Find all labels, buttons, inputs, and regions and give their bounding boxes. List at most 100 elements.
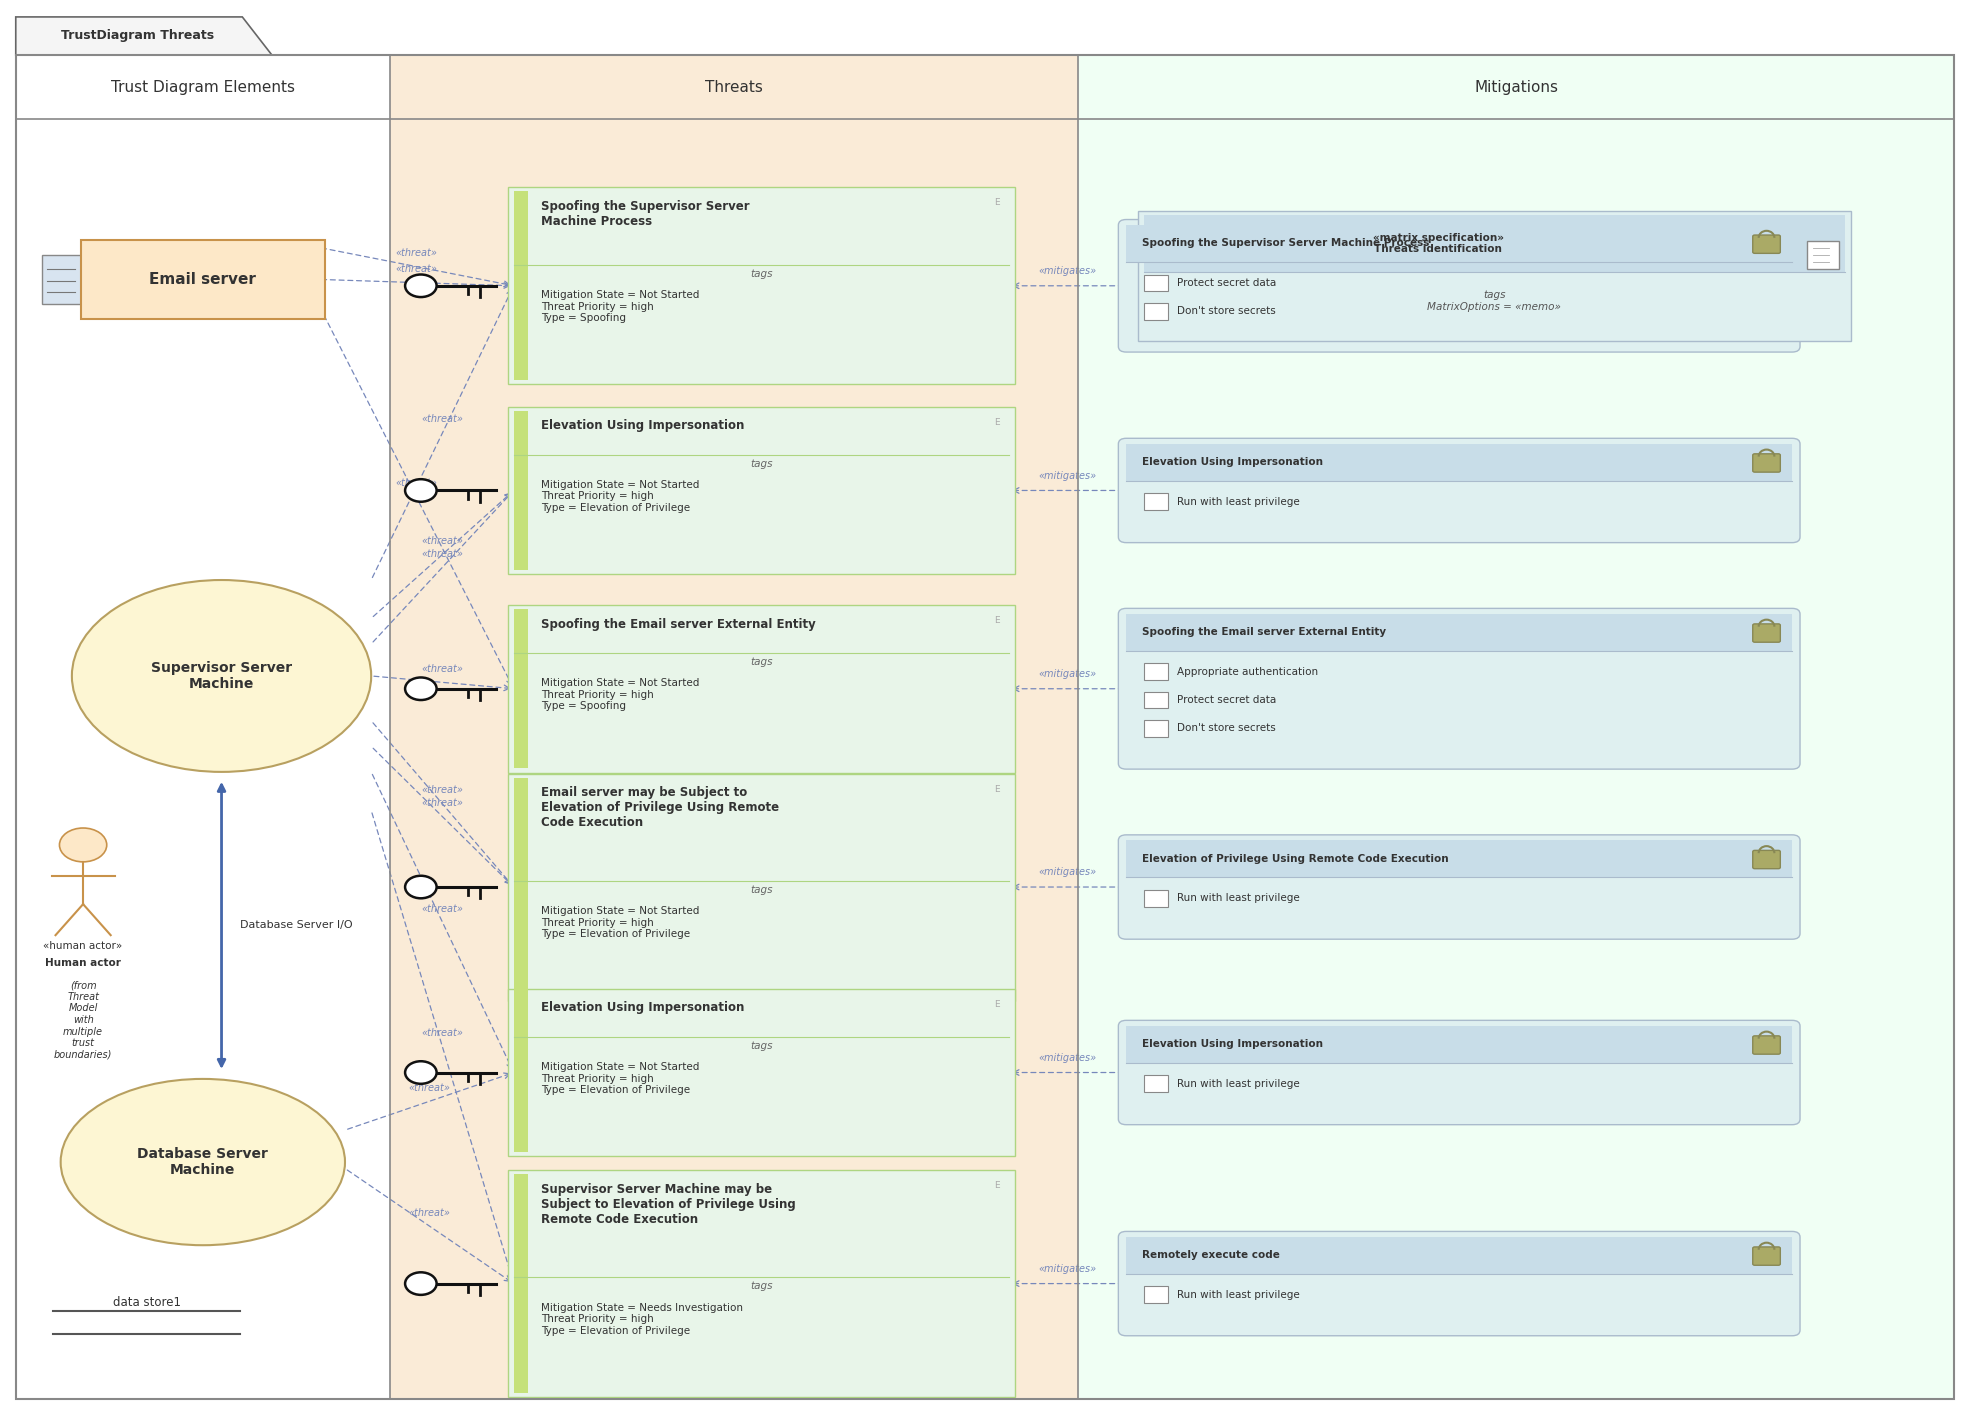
Text: «threat»: «threat» [408,1083,451,1093]
Text: «threat»: «threat» [396,478,437,488]
Text: Database Server
Machine: Database Server Machine [138,1146,268,1177]
Text: Run with least privilege: Run with least privilege [1178,1290,1300,1300]
Ellipse shape [61,1079,345,1245]
FancyBboxPatch shape [508,1170,1015,1397]
Text: Run with least privilege: Run with least privilege [1178,894,1300,904]
Text: Mitigation State = Not Started
Threat Priority = high
Type = Elevation of Privil: Mitigation State = Not Started Threat Pr… [542,1062,699,1096]
FancyBboxPatch shape [1145,275,1168,292]
FancyBboxPatch shape [81,240,325,319]
Text: E: E [993,1000,999,1010]
Text: Mitigation State = Not Started
Threat Priority = high
Type = Elevation of Privil: Mitigation State = Not Started Threat Pr… [542,479,699,513]
Text: «threat»: «threat» [422,785,463,795]
Text: «matrix specification»
Threats identification: «matrix specification» Threats identific… [1373,233,1503,254]
Circle shape [406,876,437,898]
FancyBboxPatch shape [16,55,390,1399]
Text: Appropriate authentication: Appropriate authentication [1178,667,1318,677]
Text: E: E [993,417,999,427]
Text: Mitigation State = Not Started
Threat Priority = high
Type = Elevation of Privil: Mitigation State = Not Started Threat Pr… [542,907,699,939]
FancyBboxPatch shape [1119,439,1801,543]
Text: Elevation Using Impersonation: Elevation Using Impersonation [1143,457,1324,467]
Text: Mitigation State = Needs Investigation
Threat Priority = high
Type = Elevation o: Mitigation State = Needs Investigation T… [542,1303,743,1335]
Text: «threat»: «threat» [422,664,463,674]
FancyBboxPatch shape [1753,850,1781,869]
Circle shape [406,479,437,502]
Text: Elevation Using Impersonation: Elevation Using Impersonation [1143,1039,1324,1049]
Text: «threat»: «threat» [396,264,437,274]
Text: Elevation Using Impersonation: Elevation Using Impersonation [542,419,745,433]
FancyBboxPatch shape [390,55,1078,1399]
Text: «threat»: «threat» [422,548,463,558]
FancyBboxPatch shape [1119,1231,1801,1335]
Text: Supervisor Server Machine may be
Subject to Elevation of Privilege Using
Remote : Supervisor Server Machine may be Subject… [542,1183,796,1225]
Text: tags: tags [751,885,772,895]
FancyBboxPatch shape [514,993,528,1152]
FancyBboxPatch shape [1145,303,1168,320]
FancyBboxPatch shape [1145,216,1844,272]
FancyBboxPatch shape [1753,623,1781,642]
FancyBboxPatch shape [1139,212,1850,341]
FancyBboxPatch shape [514,778,528,997]
Text: Don't store secrets: Don't store secrets [1178,306,1277,316]
Text: «threat»: «threat» [422,904,463,914]
FancyBboxPatch shape [514,410,528,570]
Text: TrustDiagram Threats: TrustDiagram Threats [61,28,215,42]
Circle shape [406,275,437,298]
Text: Remotely execute code: Remotely execute code [1143,1251,1280,1261]
FancyBboxPatch shape [1119,608,1801,768]
FancyBboxPatch shape [1119,1021,1801,1125]
Text: «mitigates»: «mitigates» [1038,668,1097,678]
Text: Mitigation State = Not Started
Threat Priority = high
Type = Spoofing: Mitigation State = Not Started Threat Pr… [542,290,699,323]
Text: Spoofing the Supervisor Server
Machine Process: Spoofing the Supervisor Server Machine P… [542,200,751,228]
FancyBboxPatch shape [1127,444,1793,481]
Text: tags: tags [751,1041,772,1050]
FancyBboxPatch shape [508,605,1015,773]
Circle shape [406,677,437,699]
Text: Email server may be Subject to
Elevation of Privilege Using Remote
Code Executio: Email server may be Subject to Elevation… [542,787,780,829]
Text: Supervisor Server
Machine: Supervisor Server Machine [152,661,292,691]
FancyBboxPatch shape [1145,1286,1168,1303]
Text: Elevation of Privilege Using Remote Code Execution: Elevation of Privilege Using Remote Code… [1143,854,1448,864]
Text: Mitigations: Mitigations [1474,80,1558,94]
Text: Human actor: Human actor [45,957,120,967]
FancyBboxPatch shape [1119,835,1801,939]
FancyBboxPatch shape [1806,241,1838,269]
Text: Spoofing the Supervisor Server Machine Process: Spoofing the Supervisor Server Machine P… [1143,238,1430,248]
Text: tags: tags [751,458,772,468]
FancyBboxPatch shape [508,988,1015,1156]
FancyBboxPatch shape [41,255,81,305]
FancyBboxPatch shape [1145,1076,1168,1093]
Text: E: E [993,785,999,794]
Text: «threat»: «threat» [396,248,437,258]
Text: Trust Diagram Elements: Trust Diagram Elements [110,80,296,94]
FancyBboxPatch shape [1145,493,1168,510]
Text: Protect secret data: Protect secret data [1178,695,1277,705]
FancyBboxPatch shape [1127,1026,1793,1063]
FancyBboxPatch shape [514,1175,528,1393]
FancyBboxPatch shape [1145,691,1168,708]
Text: E: E [993,199,999,207]
FancyBboxPatch shape [514,609,528,768]
Text: «mitigates»: «mitigates» [1038,266,1097,276]
Polygon shape [16,17,272,55]
FancyBboxPatch shape [1753,1036,1781,1055]
Text: «mitigates»: «mitigates» [1038,1053,1097,1063]
Text: Threats: Threats [705,80,762,94]
FancyBboxPatch shape [1753,235,1781,254]
FancyBboxPatch shape [508,406,1015,574]
Ellipse shape [71,580,370,771]
FancyBboxPatch shape [514,192,528,381]
FancyBboxPatch shape [508,188,1015,385]
FancyBboxPatch shape [1119,220,1801,352]
Text: «threat»: «threat» [422,798,463,808]
Text: E: E [993,1182,999,1190]
Text: Elevation Using Impersonation: Elevation Using Impersonation [542,1001,745,1014]
Circle shape [406,1272,437,1294]
Text: «mitigates»: «mitigates» [1038,867,1097,877]
Text: data store1: data store1 [112,1296,181,1308]
Text: tags
MatrixOptions = «memo»: tags MatrixOptions = «memo» [1428,290,1560,312]
Text: tags: tags [751,1282,772,1292]
Text: Spoofing the Email server External Entity: Spoofing the Email server External Entit… [542,618,816,630]
FancyBboxPatch shape [1127,613,1793,650]
Text: tags: tags [751,657,772,667]
FancyBboxPatch shape [1753,1246,1781,1265]
